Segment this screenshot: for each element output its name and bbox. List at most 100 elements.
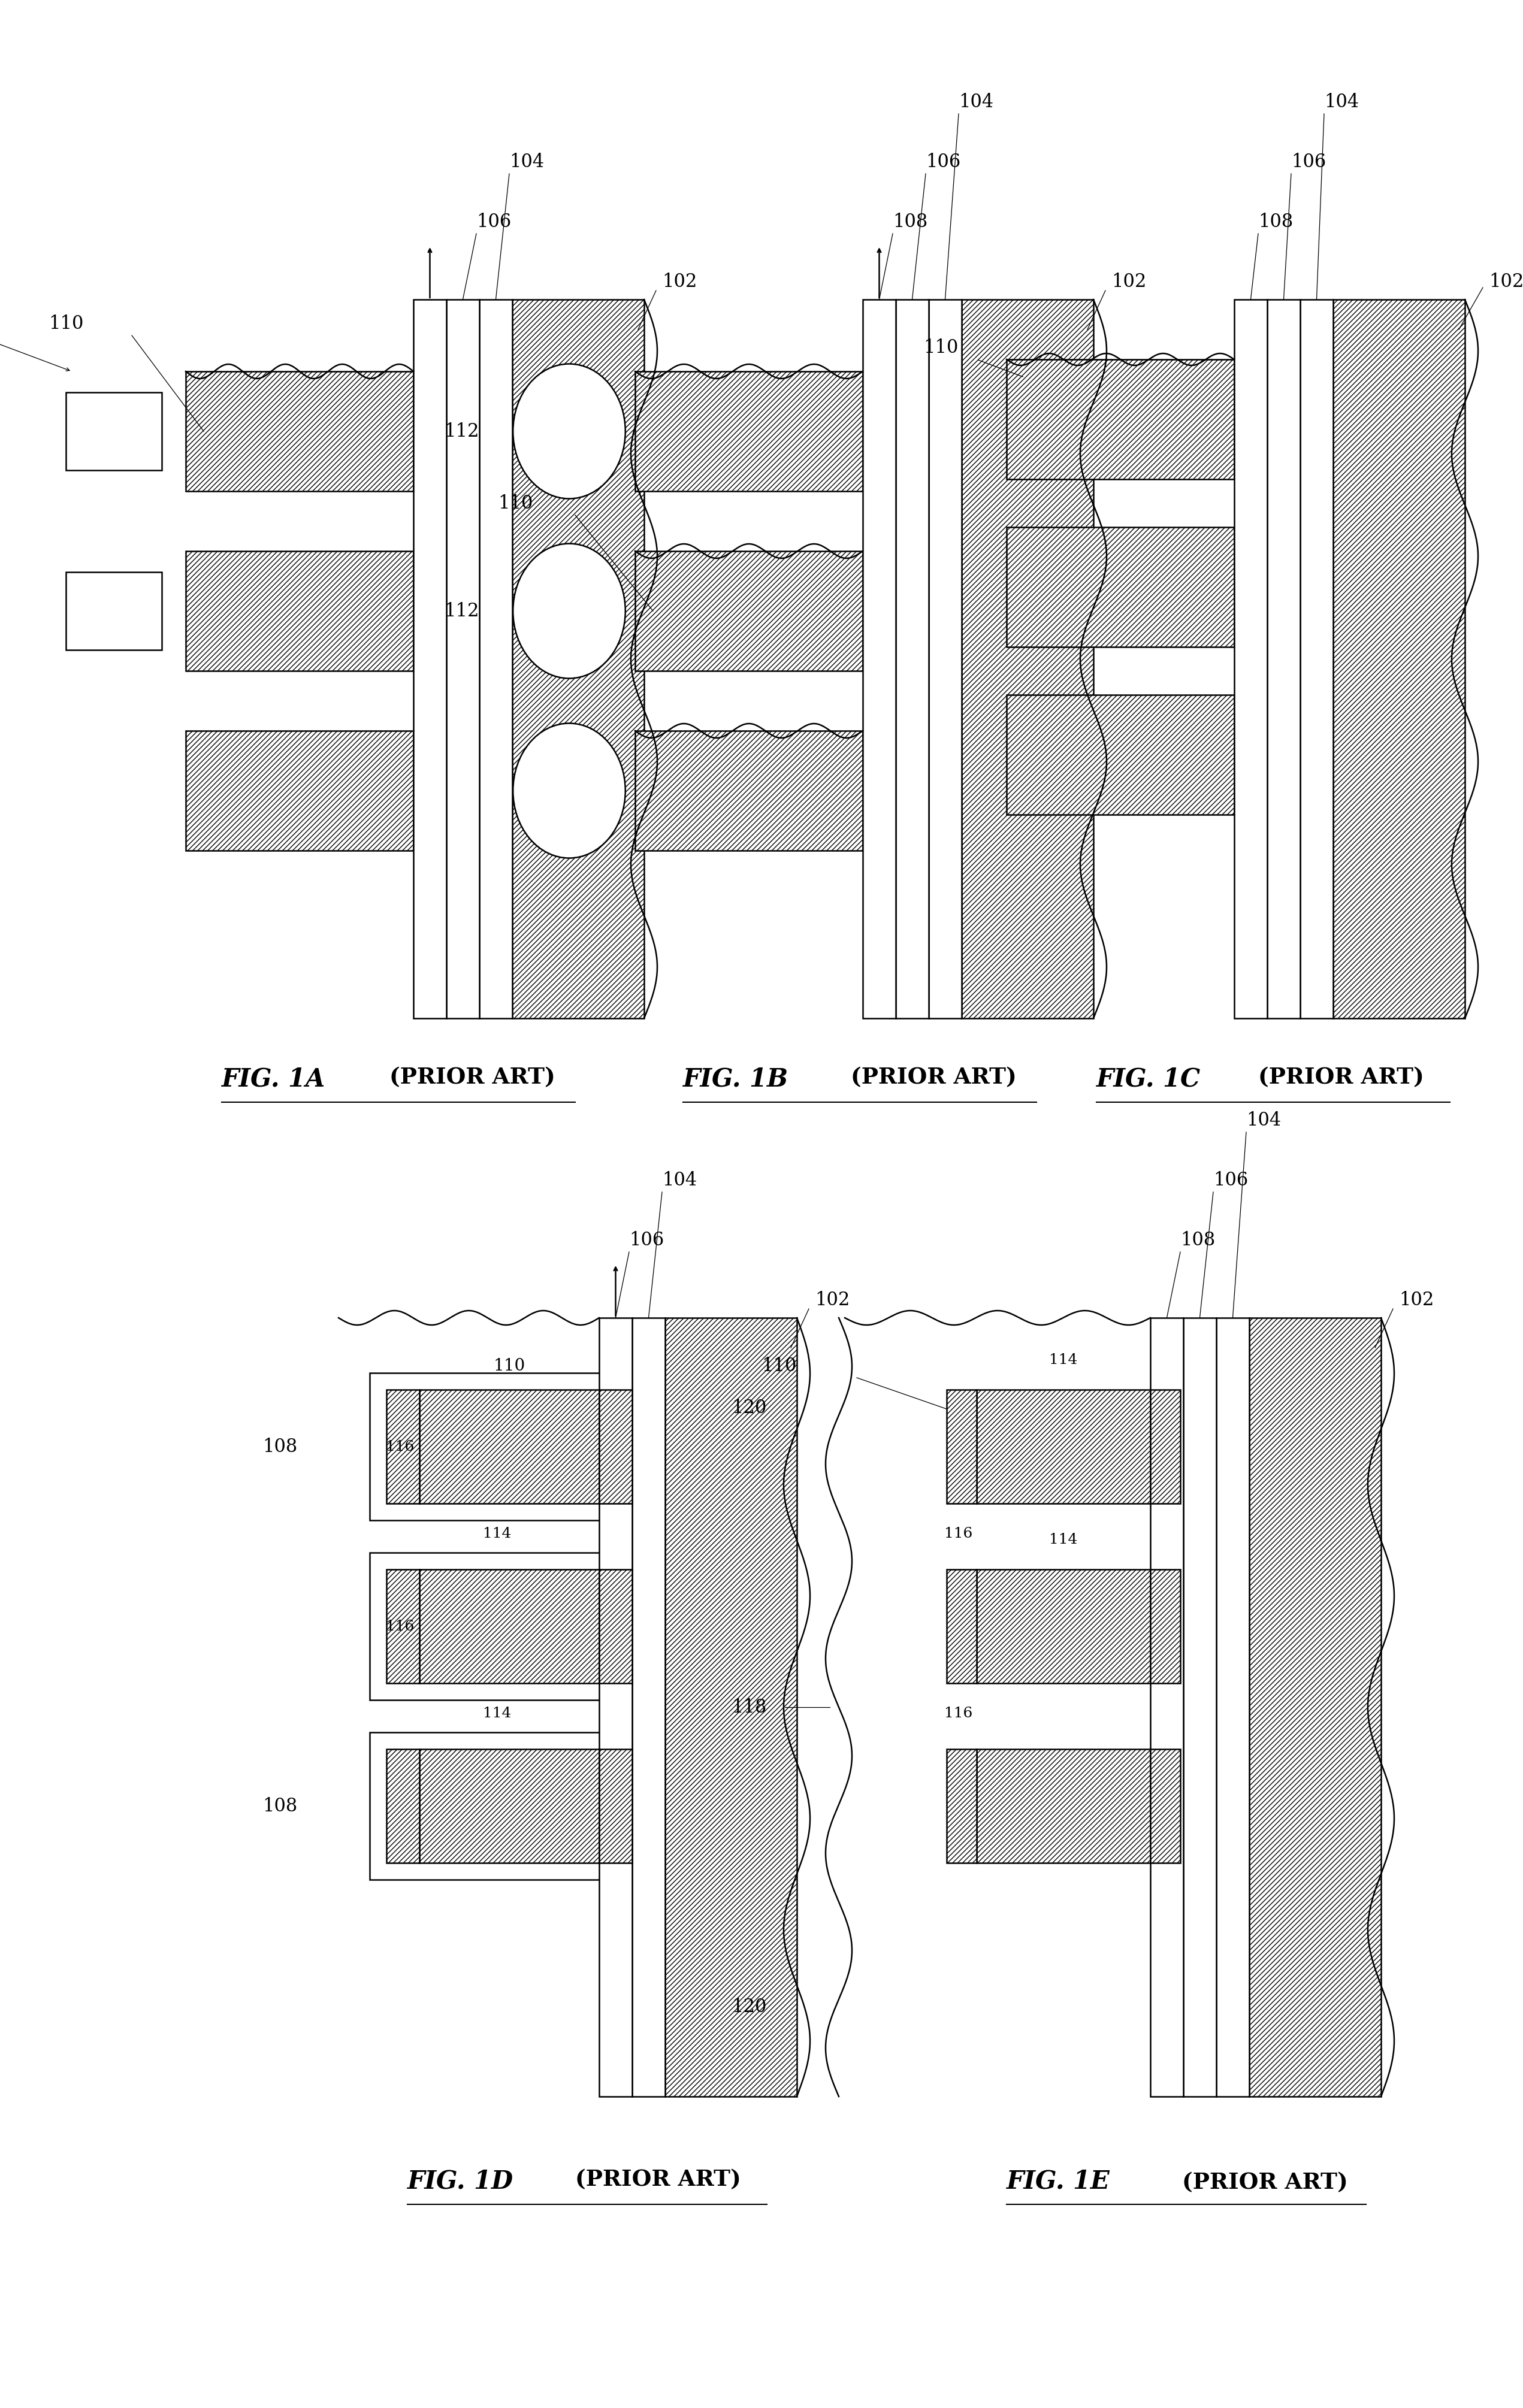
Text: (PRIOR ART): (PRIOR ART): [1174, 2172, 1348, 2194]
Text: 114: 114: [483, 1527, 512, 1541]
Bar: [370, 1731, 649, 1881]
Bar: [929, 299, 961, 1019]
Text: 104: 104: [663, 1170, 698, 1190]
Bar: [1007, 359, 1234, 479]
Text: FIG. 1B: FIG. 1B: [682, 1067, 789, 1091]
Bar: [186, 730, 413, 850]
Bar: [947, 1570, 976, 1683]
Text: 106: 106: [926, 152, 961, 171]
Bar: [1217, 1317, 1249, 2097]
Text: 104: 104: [1246, 1110, 1281, 1129]
Text: 110: 110: [498, 494, 533, 513]
Text: 108: 108: [1258, 212, 1293, 231]
Text: 114: 114: [483, 1707, 512, 1719]
Text: 114: 114: [1049, 1353, 1078, 1368]
Text: 110: 110: [493, 1358, 525, 1375]
Bar: [387, 1748, 419, 1864]
Text: 102: 102: [815, 1291, 850, 1310]
Bar: [1007, 527, 1234, 648]
Text: (PRIOR ART): (PRIOR ART): [1258, 1067, 1424, 1088]
Bar: [419, 1570, 599, 1683]
Bar: [961, 299, 1094, 1019]
Text: 118: 118: [733, 1698, 768, 1717]
Bar: [635, 371, 862, 491]
Bar: [1150, 1389, 1180, 1503]
Bar: [480, 299, 512, 1019]
Text: 106: 106: [1214, 1170, 1249, 1190]
Ellipse shape: [513, 722, 626, 857]
Text: 120: 120: [733, 1399, 768, 1416]
Bar: [1333, 299, 1465, 1019]
Bar: [896, 299, 929, 1019]
Bar: [862, 299, 896, 1019]
Bar: [512, 299, 644, 1019]
Bar: [370, 1373, 649, 1519]
Bar: [599, 1748, 632, 1864]
Bar: [446, 299, 480, 1019]
Text: 108: 108: [263, 1796, 299, 1816]
Text: 116: 116: [944, 1707, 973, 1719]
Bar: [632, 1317, 666, 2097]
Bar: [1150, 1748, 1180, 1864]
Text: (PRIOR ART): (PRIOR ART): [390, 1067, 556, 1088]
Text: 108: 108: [892, 212, 928, 231]
Text: 110: 110: [49, 313, 84, 332]
Text: 108: 108: [1180, 1230, 1215, 1250]
Bar: [666, 1317, 797, 2097]
Text: FIG. 1E: FIG. 1E: [1007, 2167, 1110, 2194]
Text: FIG. 1A: FIG. 1A: [222, 1067, 326, 1091]
Bar: [976, 1748, 1150, 1864]
Text: FIG. 1C: FIG. 1C: [1097, 1067, 1200, 1091]
Bar: [1301, 299, 1333, 1019]
Bar: [1183, 1317, 1217, 2097]
Ellipse shape: [513, 544, 626, 679]
Text: 102: 102: [1489, 272, 1523, 291]
Bar: [419, 1389, 599, 1503]
Text: 112: 112: [445, 421, 480, 441]
Bar: [1249, 1317, 1381, 2097]
Bar: [1234, 299, 1267, 1019]
Bar: [65, 393, 161, 470]
Bar: [976, 1389, 1150, 1503]
Text: 104: 104: [1323, 92, 1359, 111]
Bar: [1267, 299, 1301, 1019]
Ellipse shape: [513, 364, 626, 498]
Text: 112: 112: [445, 602, 480, 621]
Text: 110: 110: [923, 337, 958, 356]
Text: 116: 116: [944, 1527, 973, 1541]
Bar: [65, 573, 161, 650]
Text: 110: 110: [762, 1356, 797, 1375]
Text: 106: 106: [1292, 152, 1327, 171]
Bar: [387, 1389, 419, 1503]
Text: 102: 102: [1400, 1291, 1435, 1310]
Bar: [635, 730, 862, 850]
Bar: [387, 1570, 419, 1683]
Text: 102: 102: [663, 272, 698, 291]
Text: 102: 102: [1112, 272, 1147, 291]
Bar: [370, 1553, 649, 1700]
Text: 116: 116: [385, 1440, 414, 1454]
Bar: [635, 551, 862, 672]
Text: 104: 104: [958, 92, 993, 111]
Text: 114: 114: [1049, 1531, 1078, 1546]
Bar: [599, 1389, 632, 1503]
Text: 116: 116: [385, 1621, 414, 1633]
Text: (PRIOR ART): (PRIOR ART): [851, 1067, 1017, 1088]
Bar: [413, 299, 446, 1019]
Bar: [186, 551, 413, 672]
Text: 106: 106: [477, 212, 512, 231]
Bar: [976, 1570, 1150, 1683]
Bar: [419, 1748, 599, 1864]
Text: 120: 120: [733, 1996, 768, 2015]
Bar: [947, 1389, 976, 1503]
Bar: [599, 1317, 632, 2097]
Text: 104: 104: [509, 152, 544, 171]
Text: FIG. 1D: FIG. 1D: [408, 2167, 513, 2194]
Bar: [1150, 1570, 1180, 1683]
Bar: [186, 371, 413, 491]
Text: 106: 106: [629, 1230, 664, 1250]
Text: 108: 108: [263, 1438, 299, 1457]
Text: (PRIOR ART): (PRIOR ART): [576, 2167, 742, 2191]
Bar: [1007, 696, 1234, 814]
Bar: [599, 1570, 632, 1683]
